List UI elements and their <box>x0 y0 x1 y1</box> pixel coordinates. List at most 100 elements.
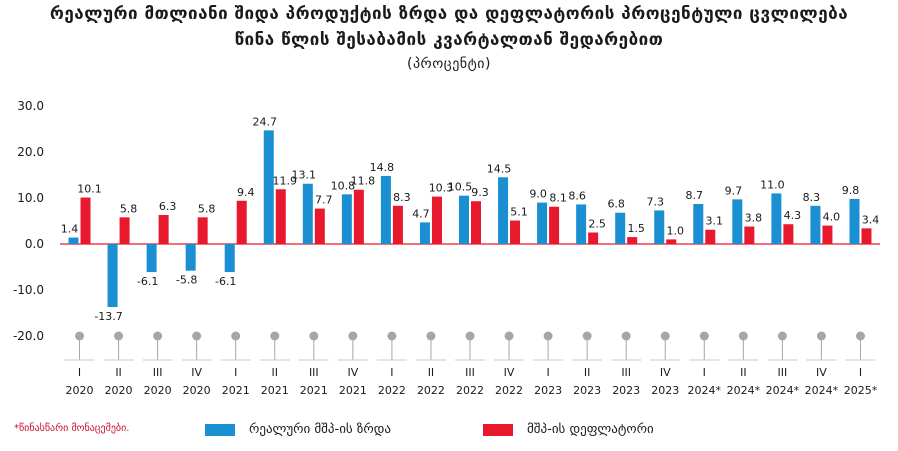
x-tick-label-quarter: III <box>153 366 163 379</box>
data-label-deflator: 9.4 <box>237 186 255 199</box>
data-label-gdp-growth: 6.8 <box>607 198 625 211</box>
bar-gdp-growth <box>849 198 860 244</box>
bar-deflator <box>431 196 442 244</box>
bar-deflator <box>314 208 325 244</box>
x-tick-label-quarter: IV <box>660 366 671 379</box>
x-tick-label-quarter: II <box>428 366 435 379</box>
bar-gdp-growth <box>185 244 196 271</box>
data-label-gdp-growth: 9.0 <box>529 188 547 201</box>
data-label-gdp-growth: 14.8 <box>370 161 395 174</box>
data-label-deflator: 1.0 <box>666 224 684 237</box>
x-tick-label-quarter: I <box>390 366 393 379</box>
bar-deflator <box>627 237 638 244</box>
x-tick-label-year: 2020 <box>144 384 172 397</box>
data-label-deflator: 9.3 <box>471 186 489 199</box>
data-label-deflator: 6.3 <box>159 200 177 213</box>
data-label-deflator: 5.8 <box>198 202 216 215</box>
bar-gdp-growth <box>107 244 118 308</box>
bar-deflator <box>471 201 481 244</box>
x-tick-label-year: 2022 <box>417 384 445 397</box>
x-tick-label-quarter: III <box>621 366 631 379</box>
legend-item-deflator: მშპ-ის დეფლატორი <box>483 422 654 437</box>
bar-deflator <box>158 215 169 244</box>
data-label-gdp-growth: -6.1 <box>215 275 236 288</box>
x-tick-label-year: 2024* <box>727 384 761 397</box>
x-tick-label-year: 2023 <box>534 384 562 397</box>
category-marker <box>582 331 592 341</box>
bar-gdp-growth <box>263 130 274 244</box>
data-label-deflator: 11.8 <box>351 175 376 188</box>
y-tick-label: -10.0 <box>13 283 44 297</box>
bar-gdp-growth <box>771 193 782 244</box>
x-tick-label-quarter: I <box>703 366 706 379</box>
x-tick-label-quarter: IV <box>504 366 515 379</box>
category-marker <box>270 331 280 341</box>
x-tick-label-quarter: I <box>78 366 81 379</box>
category-marker <box>348 331 358 341</box>
x-tick-label-quarter: IV <box>816 366 827 379</box>
data-label-gdp-growth: -5.8 <box>176 274 197 287</box>
x-tick-label-quarter: II <box>272 366 279 379</box>
legend-swatch-deflator <box>483 423 513 436</box>
data-label-gdp-growth: 1.4 <box>61 223 79 236</box>
category-marker <box>309 331 319 341</box>
category-marker <box>192 331 202 341</box>
data-label-gdp-growth: 14.5 <box>487 162 512 175</box>
bar-deflator <box>783 224 794 244</box>
x-tick-label-year: 2025* <box>844 384 878 397</box>
x-tick-label-year: 2024* <box>766 384 800 397</box>
data-label-gdp-growth: 24.7 <box>253 115 278 128</box>
bar-gdp-growth <box>224 244 235 273</box>
x-tick-label-quarter: III <box>465 366 475 379</box>
x-tick-label-quarter: II <box>115 366 122 379</box>
x-tick-label-year: 2021 <box>300 384 328 397</box>
data-label-deflator: 5.1 <box>510 206 528 219</box>
x-tick-label-year: 2021 <box>261 384 289 397</box>
category-marker <box>75 331 85 341</box>
x-tick-label-year: 2023 <box>651 384 679 397</box>
category-marker <box>426 331 436 341</box>
data-label-gdp-growth: -13.7 <box>94 310 122 323</box>
legend-swatch-gdp-growth <box>205 423 235 436</box>
category-marker <box>777 331 787 341</box>
data-label-deflator: 11.9 <box>273 174 298 187</box>
category-marker <box>153 331 163 341</box>
bar-gdp-growth <box>341 194 352 244</box>
bar-gdp-growth <box>576 204 587 244</box>
category-marker <box>855 331 865 341</box>
bar-deflator <box>705 229 716 244</box>
data-label-gdp-growth: 4.7 <box>412 207 430 220</box>
data-label-deflator: 2.5 <box>588 218 606 231</box>
bar-gdp-growth <box>732 199 743 244</box>
data-label-deflator: 3.4 <box>862 213 880 226</box>
category-marker <box>465 331 475 341</box>
category-marker <box>543 331 553 341</box>
y-tick-label: -20.0 <box>13 329 44 343</box>
x-tick-label-year: 2023 <box>612 384 640 397</box>
bar-gdp-growth <box>498 177 509 244</box>
data-label-gdp-growth: 10.5 <box>448 181 473 194</box>
category-marker <box>660 331 670 341</box>
x-tick-label-quarter: II <box>740 366 747 379</box>
bar-deflator <box>666 239 677 244</box>
bar-gdp-growth <box>615 212 626 244</box>
data-label-deflator: 3.8 <box>745 212 763 225</box>
data-label-gdp-growth: 8.3 <box>803 191 821 204</box>
chart-subtitle: წინა წლის შესაბამის კვარტალთან შედარებით <box>234 30 664 50</box>
x-tick-label-quarter: IV <box>191 366 202 379</box>
bar-gdp-growth <box>68 237 79 244</box>
x-tick-label-year: 2023 <box>573 384 601 397</box>
y-tick-label: 0.0 <box>25 237 44 251</box>
category-marker <box>387 331 397 341</box>
x-tick-label-year: 2024* <box>688 384 722 397</box>
bar-deflator <box>80 197 91 244</box>
data-label-gdp-growth: 8.7 <box>686 189 704 202</box>
bar-deflator <box>744 226 755 244</box>
data-label-gdp-growth: 7.3 <box>646 195 664 208</box>
category-marker <box>738 331 748 341</box>
bar-deflator <box>353 189 364 244</box>
data-label-deflator: 3.1 <box>706 215 724 228</box>
bar-deflator <box>275 189 286 244</box>
x-tick-label-year: 2022 <box>456 384 484 397</box>
y-tick-label: 30.0 <box>17 99 44 113</box>
